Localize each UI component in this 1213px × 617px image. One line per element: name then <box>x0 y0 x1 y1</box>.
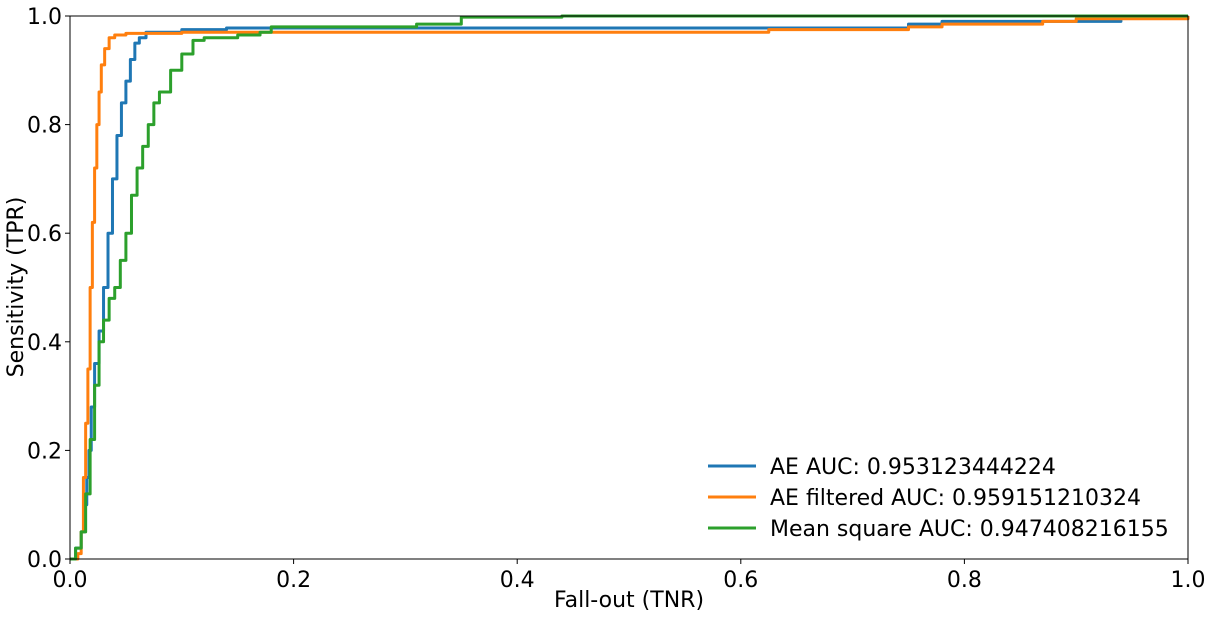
y-tick-label: 1.0 <box>27 5 62 30</box>
plot-frame <box>69 15 1189 560</box>
y-axis-label: Sensitivity (TPR) <box>4 197 29 378</box>
tick-layer: 0.0 0.2 0.4 0.6 0.8 1.0 0.0 0.2 0.4 0.6 0.8 1.0 <box>27 5 1206 593</box>
series-line-2 <box>70 14 1188 561</box>
x-tick-label: 0.8 <box>947 568 982 593</box>
x-axis-label: Fall-out (TNR) <box>554 588 704 613</box>
x-tick-label: 0.2 <box>276 568 311 593</box>
series-line-1 <box>70 16 1190 561</box>
x-tick-label: 0.6 <box>723 568 758 593</box>
series-line-0 <box>70 14 1188 561</box>
y-tick-label: 0.0 <box>27 548 62 573</box>
x-tick-label: 0.0 <box>53 568 88 593</box>
x-tick-label: 0.4 <box>500 568 535 593</box>
legend-label-0: AE AUC: 0.953123444224 <box>770 455 1056 480</box>
x-tick-label: 1.0 <box>1171 568 1206 593</box>
y-tick-label: 0.2 <box>27 439 62 464</box>
legend-label-1: AE filtered AUC: 0.959151210324 <box>770 486 1141 511</box>
legend: AE AUC: 0.953123444224 AE filtered AUC: 0… <box>708 455 1169 542</box>
y-tick-label: 0.4 <box>27 331 62 356</box>
series-layer <box>70 14 1190 561</box>
y-tick-label: 0.6 <box>27 222 62 247</box>
legend-label-2: Mean square AUC: 0.947408216155 <box>770 517 1169 542</box>
plot-background <box>70 16 1188 559</box>
y-tick-label: 0.8 <box>27 114 62 139</box>
